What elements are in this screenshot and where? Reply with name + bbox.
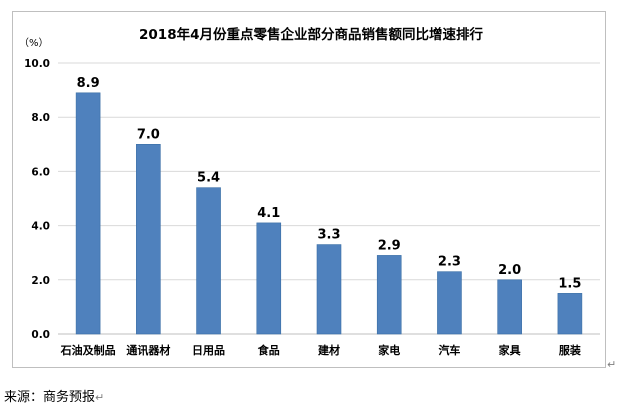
data-label: 2.0	[498, 263, 521, 278]
x-tick-label: 石油及制品	[60, 343, 116, 357]
data-label: 2.9	[378, 238, 401, 253]
x-tick-label: 食品	[258, 343, 280, 357]
y-tick-label: 10.0	[24, 58, 50, 70]
bars	[75, 92, 583, 335]
data-label: 3.3	[317, 228, 340, 243]
x-tick-label: 汽车	[438, 343, 460, 357]
x-axis-ticks: 石油及制品 通讯器材 日用品 食品 建材 家电 汽车 家具 服装	[60, 343, 581, 357]
chart-title: 2018年4月份重点零售企业部分商品销售额同比增速排行	[139, 26, 483, 43]
y-tick-label: 2.0	[31, 275, 50, 287]
y-tick-label: 4.0	[31, 221, 50, 233]
x-tick-label: 日用品	[192, 344, 225, 357]
x-tick-label: 通讯器材	[126, 343, 170, 357]
bar	[256, 222, 282, 335]
source-text: 来源：商务预报	[4, 390, 96, 405]
y-tick-label: 6.0	[31, 166, 50, 178]
x-tick-label: 家电	[378, 343, 400, 357]
bar	[497, 279, 522, 335]
paragraph-mark: ↵	[607, 358, 617, 371]
data-label: 8.9	[77, 76, 100, 91]
y-tick-label: 8.0	[31, 112, 50, 124]
bar	[376, 255, 402, 335]
bar	[557, 293, 583, 335]
data-label: 1.5	[558, 276, 581, 291]
bar	[75, 92, 101, 335]
x-tick-label: 服装	[559, 343, 581, 357]
bar	[136, 144, 161, 335]
y-axis-ticks: 0.0 2.0 4.0 6.0 8.0 10.0	[24, 58, 50, 341]
data-label: 2.3	[438, 255, 461, 270]
y-tick-label: 0.0	[31, 329, 50, 341]
x-tick-label: 建材	[318, 343, 340, 357]
bar	[437, 271, 462, 335]
bar	[316, 244, 342, 335]
y-axis-unit-label: （%）	[19, 37, 49, 49]
x-tick-label: 家具	[499, 343, 521, 357]
bar	[196, 187, 221, 335]
data-label: 4.1	[257, 206, 280, 221]
source-paragraph-mark: ↵	[95, 391, 105, 404]
source-note: 来源：商务预报↵	[4, 386, 104, 405]
data-labels: 8.9 7.0 5.4 4.1 3.3 2.9 2.3 2.0 1.5	[77, 76, 582, 292]
data-label: 5.4	[197, 171, 220, 186]
data-label: 7.0	[137, 127, 160, 142]
